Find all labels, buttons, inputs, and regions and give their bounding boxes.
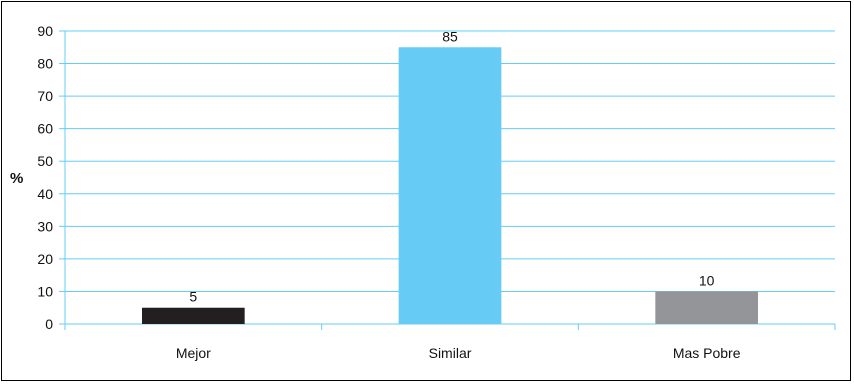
y-tick-label: 70	[37, 88, 53, 104]
y-tick-label: 60	[37, 121, 53, 137]
bars	[142, 47, 758, 325]
y-tick-label: 80	[37, 56, 53, 72]
y-axis-label: %	[10, 170, 23, 187]
x-tick-label: Mas Pobre	[673, 345, 741, 361]
y-tick-label: 40	[37, 186, 53, 202]
data-label: 5	[189, 289, 197, 305]
bar-similar	[398, 47, 502, 325]
y-tick-label: 30	[37, 218, 53, 234]
bar-mas-pobre	[655, 291, 758, 324]
y-tick-label: 0	[45, 316, 53, 332]
y-tick-label: 90	[37, 23, 53, 39]
data-labels: 5 85 10	[189, 28, 714, 304]
x-tick-label: Mejor	[176, 345, 211, 361]
y-tick-label: 20	[37, 251, 53, 267]
y-tick-label: 10	[37, 283, 53, 299]
data-label: 10	[699, 272, 715, 288]
x-tick-label: Similar	[429, 345, 472, 361]
y-axis-ticks: 0 10 20 30 40 50 60 70 80 90	[37, 23, 65, 332]
data-label: 85	[442, 28, 458, 44]
x-axis-ticks: Mejor Similar Mas Pobre	[64, 324, 836, 361]
bar-mejor	[142, 307, 245, 324]
y-tick-label: 50	[37, 153, 53, 169]
